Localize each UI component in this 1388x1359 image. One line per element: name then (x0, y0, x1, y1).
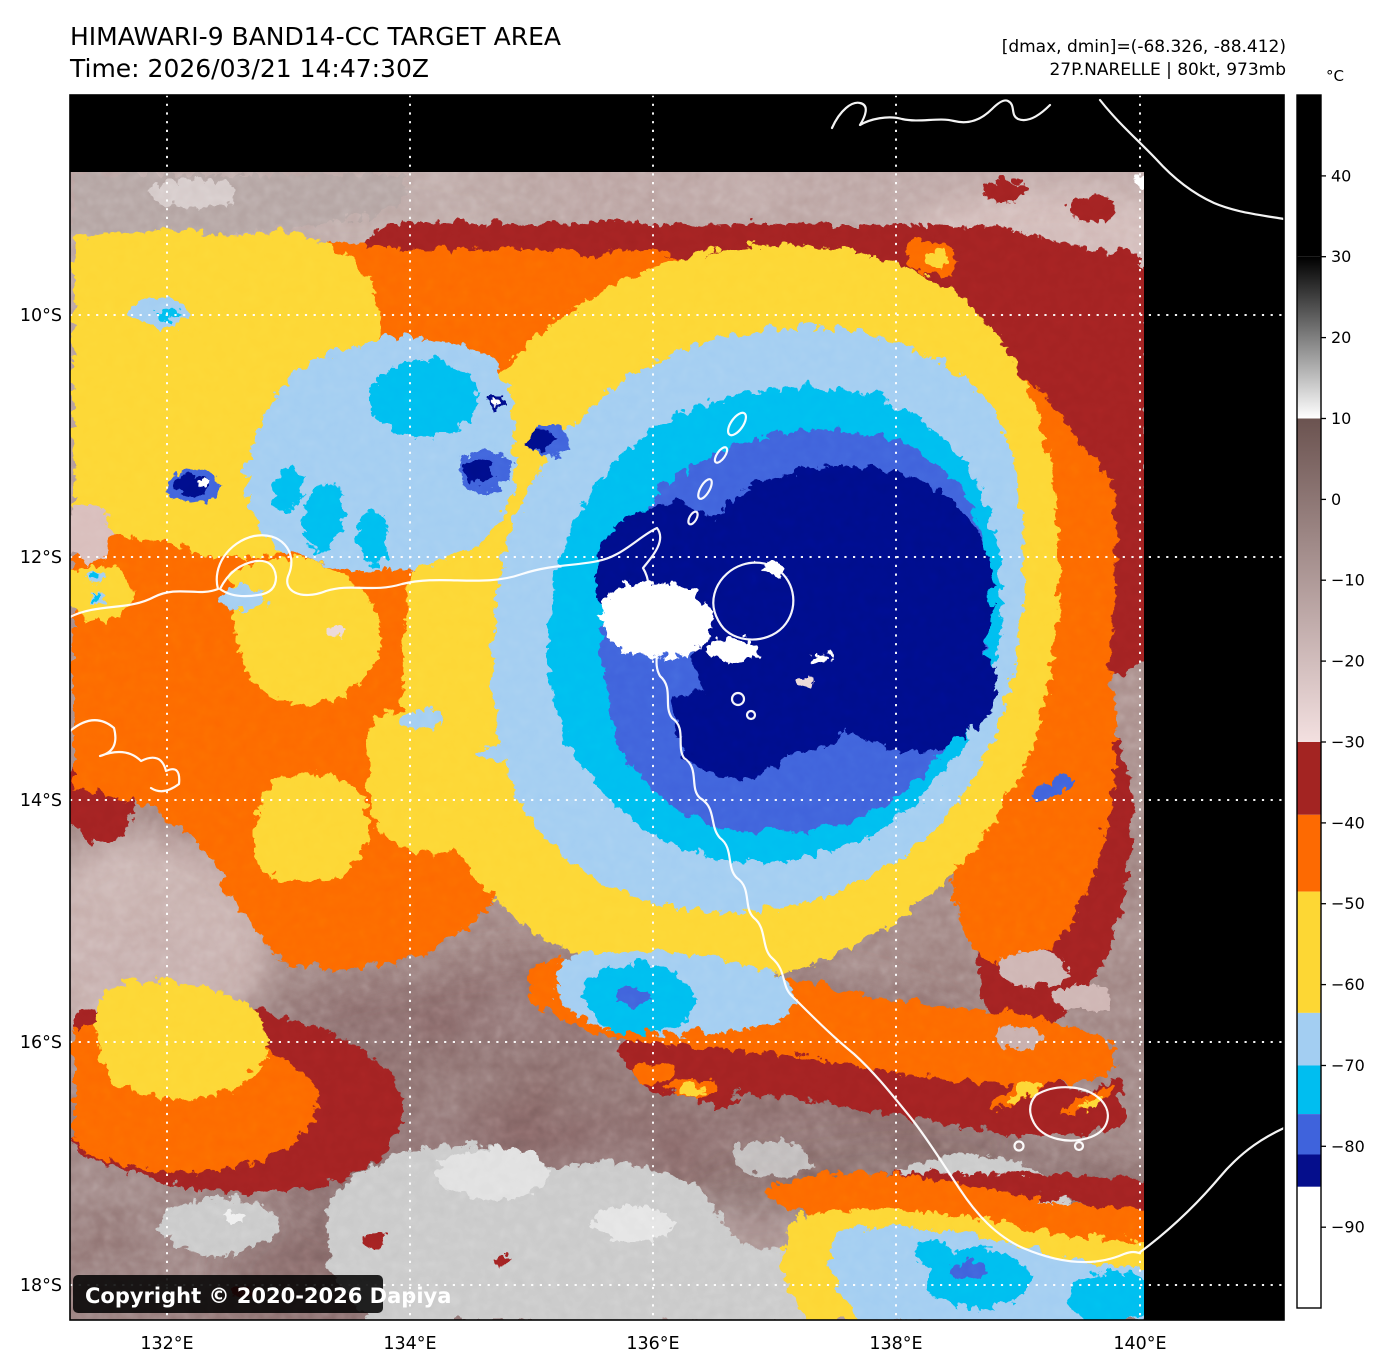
x-tick-label: 136°E (626, 1334, 679, 1354)
coastline-island (713, 446, 729, 464)
x-tick-label: 134°E (383, 1334, 436, 1354)
coastline-wellesley-islands (1029, 1086, 1109, 1142)
figure-time: Time: 2026/03/21 14:47:30Z (69, 54, 429, 83)
y-tick-label: 12°S (20, 548, 62, 568)
colorbar-unit-label: °C (1326, 67, 1344, 85)
colorbar-tick-label: −80 (1331, 1137, 1365, 1156)
map-frame (69, 94, 1285, 1321)
colorbar-segment-cyan (1297, 1065, 1321, 1115)
storm-info-readout: 27P.NARELLE | 80kt, 973mb (1049, 60, 1286, 80)
colorbar-segment-white (1297, 1186, 1321, 1308)
coastline-islet (730, 691, 746, 707)
colorbar-frame (1296, 94, 1322, 1309)
colorbar-tick-label: −90 (1331, 1218, 1365, 1237)
coastline-islet (1073, 1140, 1085, 1152)
coastline-layer (70, 98, 1284, 1264)
y-tick-label: 18°S (20, 1276, 62, 1296)
colorbar-tick-label: 40 (1331, 166, 1351, 185)
colorbar-segment-orange (1297, 814, 1321, 892)
x-axis: 132°E 134°E 136°E 138°E 140°E (140, 1334, 1166, 1354)
coastline-darwin-bays (70, 719, 181, 793)
x-tick-label: 132°E (140, 1334, 193, 1354)
colorbar-tick-label: 30 (1331, 247, 1351, 266)
colorbar-tick-label: −10 (1331, 571, 1365, 590)
coastline-van-diemen-loop (218, 559, 278, 598)
no-data-band-right (1144, 95, 1284, 1320)
coastline-islet (1013, 1140, 1025, 1152)
y-tick-label: 10°S (20, 306, 62, 326)
colorbar-segment-royal-blue (1297, 1114, 1321, 1155)
colorbar-segment-yellow (1297, 891, 1321, 1013)
coastline-png-southeast (1098, 98, 1284, 221)
colorbar-tick-label: −20 (1331, 652, 1365, 671)
coastline-islet (745, 709, 757, 721)
colorbar-tick-label: 10 (1331, 409, 1351, 428)
coastline-groote-eylandt (712, 561, 795, 641)
colorbar-segment-grayscale (1297, 256, 1321, 419)
colorbar: 40 30 20 10 0 −10 −20 −30 −40 −50 −60 −7… (1296, 67, 1365, 1309)
coastline-island (687, 510, 699, 526)
map-panel: Copyright © 2020-2026 Dapiya (69, 94, 1285, 1321)
coastline-island (726, 411, 748, 437)
y-tick-label: 16°S (20, 1033, 62, 1053)
x-tick-label: 140°E (1113, 1334, 1166, 1354)
colorbar-tick-label: −60 (1331, 975, 1365, 994)
colorbar-segment-navy (1297, 1154, 1321, 1187)
colorbar-tick-label: −30 (1331, 733, 1365, 752)
colorbar-tick-label: 0 (1331, 490, 1341, 509)
x-tick-label: 138°E (869, 1334, 922, 1354)
colorbar-segment-mauve (1297, 418, 1321, 742)
coastline-australia (70, 526, 1284, 1264)
satellite-data-region (70, 172, 1144, 1320)
colorbar-tick-label: −40 (1331, 813, 1365, 832)
colorbar-tick-label: 20 (1331, 328, 1351, 347)
colorbar-segment-dark-red (1297, 742, 1321, 815)
header: HIMAWARI-9 BAND14-CC TARGET AREA Time: 2… (69, 22, 1286, 83)
colorbar-tick-label: −50 (1331, 894, 1365, 913)
no-data-band-top (70, 95, 1284, 172)
colorbar-segment-light-blue (1297, 1012, 1321, 1066)
y-axis: 10°S 12°S 14°S 16°S 18°S (20, 306, 62, 1296)
colorbar-labels: 40 30 20 10 0 −10 −20 −30 −40 −50 −60 −7… (1331, 166, 1365, 1236)
copyright-text: Copyright © 2020-2026 Dapiya (85, 1284, 451, 1308)
copyright-badge: Copyright © 2020-2026 Dapiya (73, 1275, 451, 1313)
coastline-png-gulf (830, 99, 1052, 130)
colorbar-tick-label: −70 (1331, 1056, 1365, 1075)
y-tick-label: 14°S (20, 791, 62, 811)
colorbar-segment-black (1297, 95, 1321, 257)
coastline-island (697, 478, 713, 500)
colorbar-ticks (1321, 175, 1326, 1228)
dmax-dmin-readout: [dmax, dmin]=(-68.326, -88.412) (1002, 37, 1286, 57)
figure-title: HIMAWARI-9 BAND14-CC TARGET AREA (70, 22, 561, 51)
